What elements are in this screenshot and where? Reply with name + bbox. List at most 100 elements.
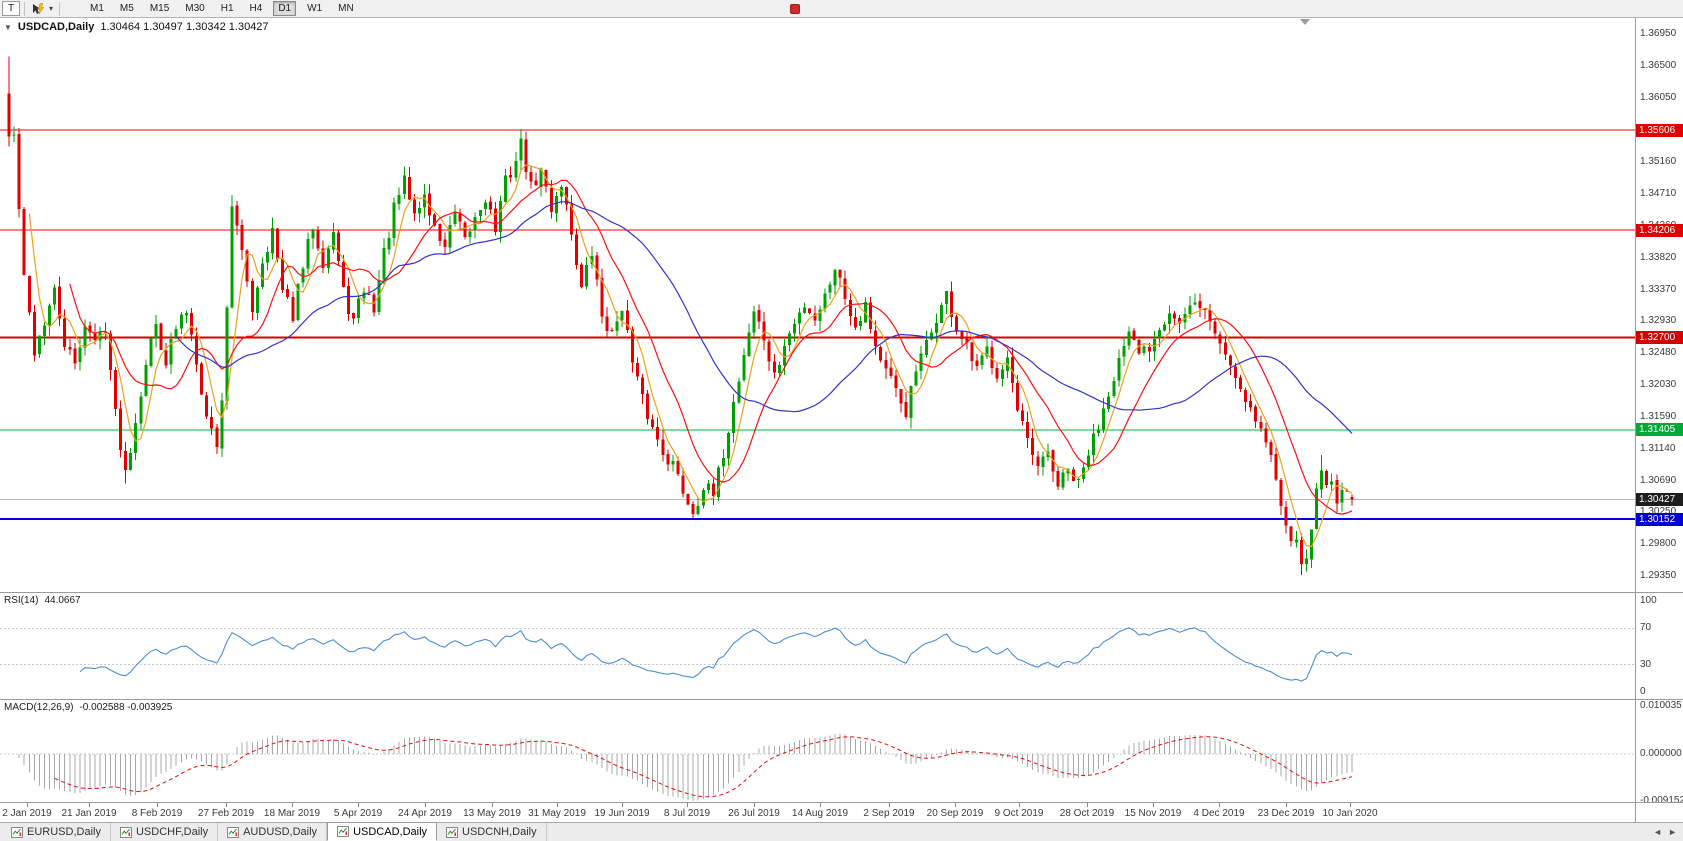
- rsi-line: [79, 627, 1353, 682]
- macd-indicator-pane: MACD(12,26,9) -0.002588 -0.003925 0.0100…: [0, 699, 1683, 802]
- ma-slow-blue: [175, 201, 1353, 434]
- time-tick-label: 14 Aug 2019: [791, 808, 849, 819]
- chart-expander-icon[interactable]: ▼: [4, 22, 12, 32]
- time-tick-label: 13 May 2019: [463, 808, 521, 819]
- time-tick: [687, 803, 688, 807]
- price-tick-label: 1.36950: [1640, 28, 1677, 39]
- candlestick-chart[interactable]: [0, 18, 1635, 592]
- macd-chart[interactable]: [0, 700, 1635, 802]
- price-tick-label: 1.36500: [1640, 60, 1677, 71]
- time-tick-label: 4 Dec 2019: [1193, 808, 1245, 819]
- top-toolbar: T ▾ M1 M5 M15 M30 H1 H4 D1 W1 MN: [0, 0, 1683, 18]
- price-tick-label: 1.32930: [1640, 315, 1677, 326]
- time-tick: [492, 803, 493, 807]
- time-tick: [889, 803, 890, 807]
- timeframe-button-d1[interactable]: D1: [273, 1, 297, 16]
- rsi-label: RSI(14) 44.0667: [4, 595, 81, 606]
- price-tick-label: 1.30250: [1640, 506, 1677, 517]
- time-tick: [557, 803, 558, 807]
- ma-fast-yellow: [28, 164, 1353, 548]
- level-price-label: 1.30152: [1636, 513, 1683, 526]
- timeframe-button-w1[interactable]: W1: [302, 1, 327, 16]
- time-tick-label: 21 Jan 2019: [61, 808, 117, 819]
- chart-symbol-label: USDCAD,Daily: [17, 21, 95, 33]
- timeframe-button-m5[interactable]: M5: [115, 1, 139, 16]
- chart-icon: [446, 826, 459, 838]
- time-tick: [358, 803, 359, 807]
- chart-tab-usdcnh[interactable]: USDCNH,Daily: [437, 823, 547, 841]
- ma-mid-red: [69, 179, 1353, 515]
- time-tick-label: 5 Apr 2019: [333, 808, 383, 819]
- rsi-tick-label: 70: [1640, 622, 1652, 633]
- rsi-tick-label: 0: [1640, 686, 1646, 697]
- level-price-label: 1.32700: [1636, 331, 1683, 344]
- timeframe-button-h1[interactable]: H1: [216, 1, 239, 16]
- rsi-indicator-pane: RSI(14) 44.0667 100 70 30 0: [0, 592, 1683, 699]
- time-tick-label: 15 Nov 2019: [1124, 808, 1182, 819]
- tab-scroll-controls: ◄ ►: [1653, 826, 1677, 838]
- price-tick-label: 1.29350: [1640, 570, 1677, 581]
- level-price-label: 1.34206: [1636, 224, 1683, 237]
- chart-tab-usdcad[interactable]: USDCAD,Daily: [327, 822, 438, 841]
- timeframe-button-m30[interactable]: M30: [180, 1, 209, 16]
- chart-shift-marker-icon[interactable]: [1300, 19, 1310, 25]
- price-tick-label: 1.30690: [1640, 475, 1677, 486]
- chart-ohlc-label: 1.30464 1.30497 1.30342 1.30427: [100, 21, 269, 33]
- chart-tab-eurusd[interactable]: EURUSD,Daily: [2, 823, 111, 841]
- macd-signal-line: [54, 736, 1353, 798]
- chart-title: ▼ USDCAD,Daily 1.30464 1.30497 1.30342 1…: [4, 21, 269, 33]
- price-tick-label: 1.33370: [1640, 284, 1677, 295]
- rsi-tick-label: 100: [1640, 595, 1657, 606]
- price-axis[interactable]: 1.369501.365001.360501.356001.351601.347…: [1635, 18, 1683, 592]
- level-price-label: 1.31405: [1636, 423, 1683, 436]
- timeframe-button-h4[interactable]: H4: [245, 1, 268, 16]
- tab-label: USDCHF,Daily: [135, 826, 209, 838]
- axis-corner: [1635, 803, 1683, 822]
- one-click-trading-icon[interactable]: [29, 2, 47, 15]
- tab-label: USDCAD,Daily: [353, 825, 428, 838]
- rsi-value: 44.0667: [44, 595, 81, 606]
- down-candle-wicks: [8, 56, 1353, 575]
- time-tick: [1350, 803, 1351, 807]
- time-tick: [622, 803, 623, 807]
- bid-price-label: 1.30427: [1636, 493, 1683, 506]
- red-status-icon[interactable]: [790, 4, 800, 14]
- timeframe-button-m1[interactable]: M1: [85, 1, 109, 16]
- dropdown-caret-icon[interactable]: ▾: [49, 4, 54, 13]
- time-axis[interactable]: 2 Jan 2019 21 Jan 2019 8 Feb 2019 27 Feb 20…: [0, 802, 1683, 822]
- time-tick: [1219, 803, 1220, 807]
- price-tick-label: 1.31590: [1640, 411, 1677, 422]
- tab-scroll-right-button[interactable]: ►: [1668, 827, 1677, 837]
- time-tick-label: 26 Jul 2019: [728, 808, 780, 819]
- time-tick-label: 18 Mar 2019: [263, 808, 321, 819]
- tab-label: USDCNH,Daily: [462, 826, 537, 838]
- chart-icon: [227, 826, 240, 838]
- chart-tab-audusd[interactable]: AUDUSD,Daily: [218, 823, 328, 841]
- price-tick-label: 1.35160: [1640, 156, 1677, 167]
- toolbar-separator: [59, 1, 61, 16]
- time-tick-label: 24 Apr 2019: [398, 808, 452, 819]
- time-tick: [27, 803, 28, 807]
- tab-label: AUDUSD,Daily: [243, 826, 318, 838]
- time-tick: [292, 803, 293, 807]
- time-tick: [1153, 803, 1154, 807]
- timeframe-button-mn[interactable]: MN: [333, 1, 359, 16]
- chart-tab-usdchf[interactable]: USDCHF,Daily: [110, 823, 219, 841]
- level-price-label: 1.35606: [1636, 124, 1683, 137]
- rsi-chart[interactable]: [0, 593, 1635, 699]
- macd-tick-label: -0.009152: [1640, 795, 1683, 802]
- rsi-name: RSI(14): [4, 595, 39, 606]
- macd-axis[interactable]: 0.010035 0.000000 -0.009152: [1635, 700, 1683, 802]
- tab-scroll-left-button[interactable]: ◄: [1653, 827, 1663, 837]
- price-tick-label: 1.32030: [1640, 379, 1677, 390]
- time-tick-label: 19 Jun 2019: [594, 808, 650, 819]
- price-tick-label: 1.29800: [1640, 538, 1677, 549]
- time-tick-label: 8 Feb 2019: [131, 808, 183, 819]
- rsi-axis[interactable]: 100 70 30 0: [1635, 593, 1683, 699]
- timeframe-button-m15[interactable]: M15: [145, 1, 174, 16]
- time-tick: [226, 803, 227, 807]
- time-tick: [1019, 803, 1020, 807]
- text-tool-button[interactable]: T: [2, 1, 20, 16]
- price-tick-label: 1.34710: [1640, 188, 1677, 199]
